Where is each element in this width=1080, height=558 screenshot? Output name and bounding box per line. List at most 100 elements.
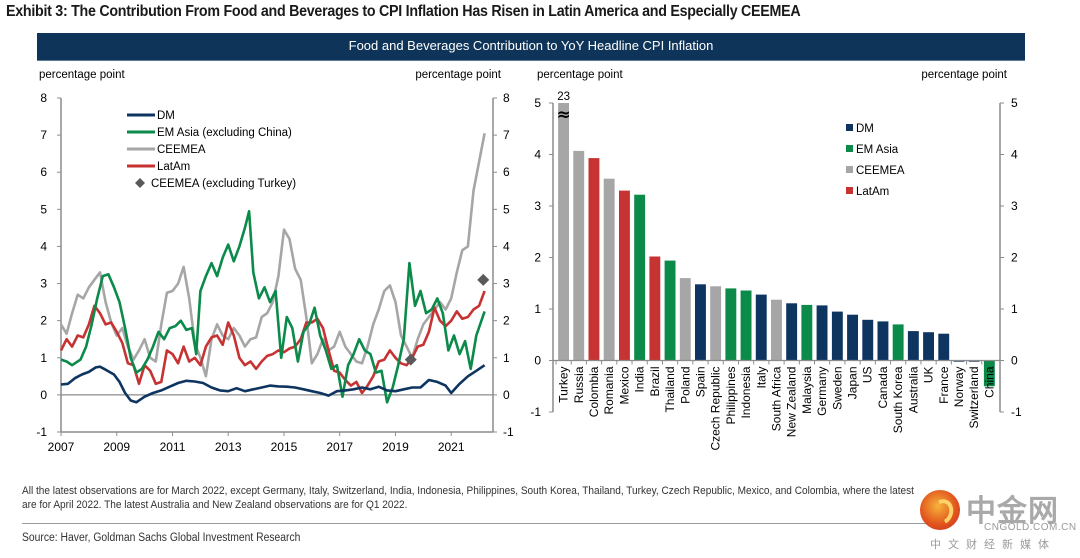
x-tick-label: 2015 [271, 440, 298, 454]
y-tick-label-left: -1 [530, 405, 541, 419]
legend-label: LatAm [157, 161, 190, 173]
y-tick-label-left: 2 [534, 251, 541, 265]
y-tick-label-left: 3 [534, 199, 541, 213]
bar-malaysia [801, 304, 813, 361]
x-tick-label: South Africa [770, 366, 784, 431]
bar-south-korea [892, 324, 904, 361]
bar-france [938, 333, 950, 361]
bar-mexico [619, 190, 630, 361]
x-tick-label: Poland [678, 367, 692, 404]
chart-banner-title: Food and Beverages Contribution to YoY H… [37, 33, 1025, 61]
ceemea-ex-turkey-marker [477, 273, 490, 286]
y-tick-label-right: 1 [503, 351, 510, 365]
y-tick-label-left: 8 [40, 91, 47, 105]
bar-sweden [831, 311, 843, 361]
left-axis-unit-label: percentage point [537, 69, 623, 81]
x-tick-label: India [633, 366, 647, 392]
series-line-latam [59, 290, 486, 395]
bar-germany [816, 305, 828, 361]
y-tick-label-left: 3 [40, 277, 47, 291]
footnote: All the latest observations are for Marc… [22, 485, 914, 511]
y-tick-label-right: 0 [503, 388, 510, 402]
bar-romania [603, 178, 615, 361]
y-tick-label-right: 6 [503, 165, 510, 179]
y-tick-label-right: 2 [503, 314, 510, 328]
y-tick-label-left: 0 [40, 388, 47, 402]
x-tick-label: Spain [693, 367, 707, 398]
x-tick-label: Indonesia [739, 366, 753, 418]
ceemea-ex-turkey-marker [404, 353, 417, 366]
x-tick-label: UK [922, 367, 936, 384]
bar-colombia [588, 158, 600, 361]
x-tick-label: Sweden [830, 367, 844, 410]
bar-uk [923, 332, 934, 361]
x-tick-label: Thailand [663, 367, 677, 413]
y-tick-label-right: -1 [503, 425, 514, 439]
series-line-ceemea [59, 133, 486, 378]
y-tick-label-right: 7 [503, 128, 510, 142]
x-tick-label: New Zealand [785, 367, 799, 438]
y-tick-label-right: 3 [1011, 199, 1018, 213]
legend-label: EM Asia [856, 144, 899, 156]
y-tick-label-left: 4 [40, 239, 47, 253]
legend-label: CEEMEA [856, 165, 905, 177]
bar-new-zealand [786, 303, 798, 361]
x-tick-label: Brazil [648, 367, 662, 397]
y-tick-label-left: 7 [40, 128, 47, 142]
x-tick-label: Mexico [617, 366, 631, 404]
series-line-dm [60, 364, 486, 404]
watermark-tagline: 中文财经新媒体 [930, 539, 1056, 551]
source-note: Source: Haver, Goldman Sachs Global Inve… [22, 532, 301, 544]
bar-italy [755, 294, 767, 361]
x-tick-label: 2009 [103, 440, 130, 454]
legend-swatch [846, 166, 853, 173]
x-tick-label: US [861, 367, 875, 384]
legend-label: CEEMEA (excluding Turkey) [151, 178, 296, 190]
y-tick-label-right: 4 [1011, 148, 1018, 162]
y-tick-label-left: 0 [534, 354, 541, 368]
legend-label: DM [157, 110, 175, 122]
x-tick-label: Canada [876, 366, 890, 408]
watermark: 中金网 CNGOLD.COM.CN 中文财经新媒体 [920, 486, 1080, 558]
x-tick-label: Philippines [724, 367, 738, 425]
y-tick-label-left: 1 [534, 302, 541, 316]
y-tick-label-left: 2 [40, 314, 47, 328]
y-tick-label-left: 1 [40, 351, 47, 365]
y-tick-label-left: 6 [40, 165, 47, 179]
legend-label: EM Asia (excluding China) [157, 127, 292, 139]
watermark-brand: 中金网 [966, 494, 1059, 529]
line-chart: percentage point percentage point -1 -1 0 0 1 1… [36, 69, 514, 454]
axis-break-icon: ≈ [556, 105, 570, 125]
x-tick-label: Colombia [587, 366, 601, 417]
x-tick-label: China [982, 366, 996, 398]
y-tick-label-right: 5 [503, 202, 510, 216]
y-tick-label-left: -1 [36, 425, 47, 439]
bar-philippines [725, 288, 737, 361]
bar-chart: percentage point percentage point -1 -1 0 0 1 1… [530, 69, 1022, 451]
series-line-em-asia [60, 209, 486, 404]
x-tick-label: Norway [952, 367, 966, 408]
legend-swatch [846, 187, 853, 194]
exhibit-title: Exhibit 3: The Contribution From Food an… [6, 3, 801, 20]
x-tick-label: Russia [572, 366, 586, 403]
x-tick-label: 2011 [160, 440, 186, 454]
x-tick-label: Switzerland [967, 367, 981, 429]
y-tick-label-left: 4 [534, 148, 541, 162]
x-tick-label: Czech Republic [709, 367, 723, 451]
y-tick-label-right: 3 [503, 277, 510, 291]
bar-india [634, 194, 646, 361]
x-tick-label: 2021 [438, 440, 465, 454]
y-tick-label-right: 4 [503, 239, 510, 253]
x-tick-label: 2019 [382, 440, 409, 454]
bar-china [983, 360, 995, 387]
x-tick-label: Australia [906, 366, 920, 413]
x-tick-label: Romania [602, 366, 616, 414]
bar-thailand [664, 260, 676, 361]
bar-poland [679, 278, 691, 361]
bar-australia [907, 331, 919, 361]
legend-label: CEEMEA [157, 144, 206, 156]
bar-czech-republic [710, 286, 722, 361]
x-tick-label: 2007 [48, 440, 75, 454]
bar-brazil [649, 256, 661, 361]
turkey-value-label: 23 [557, 91, 570, 103]
